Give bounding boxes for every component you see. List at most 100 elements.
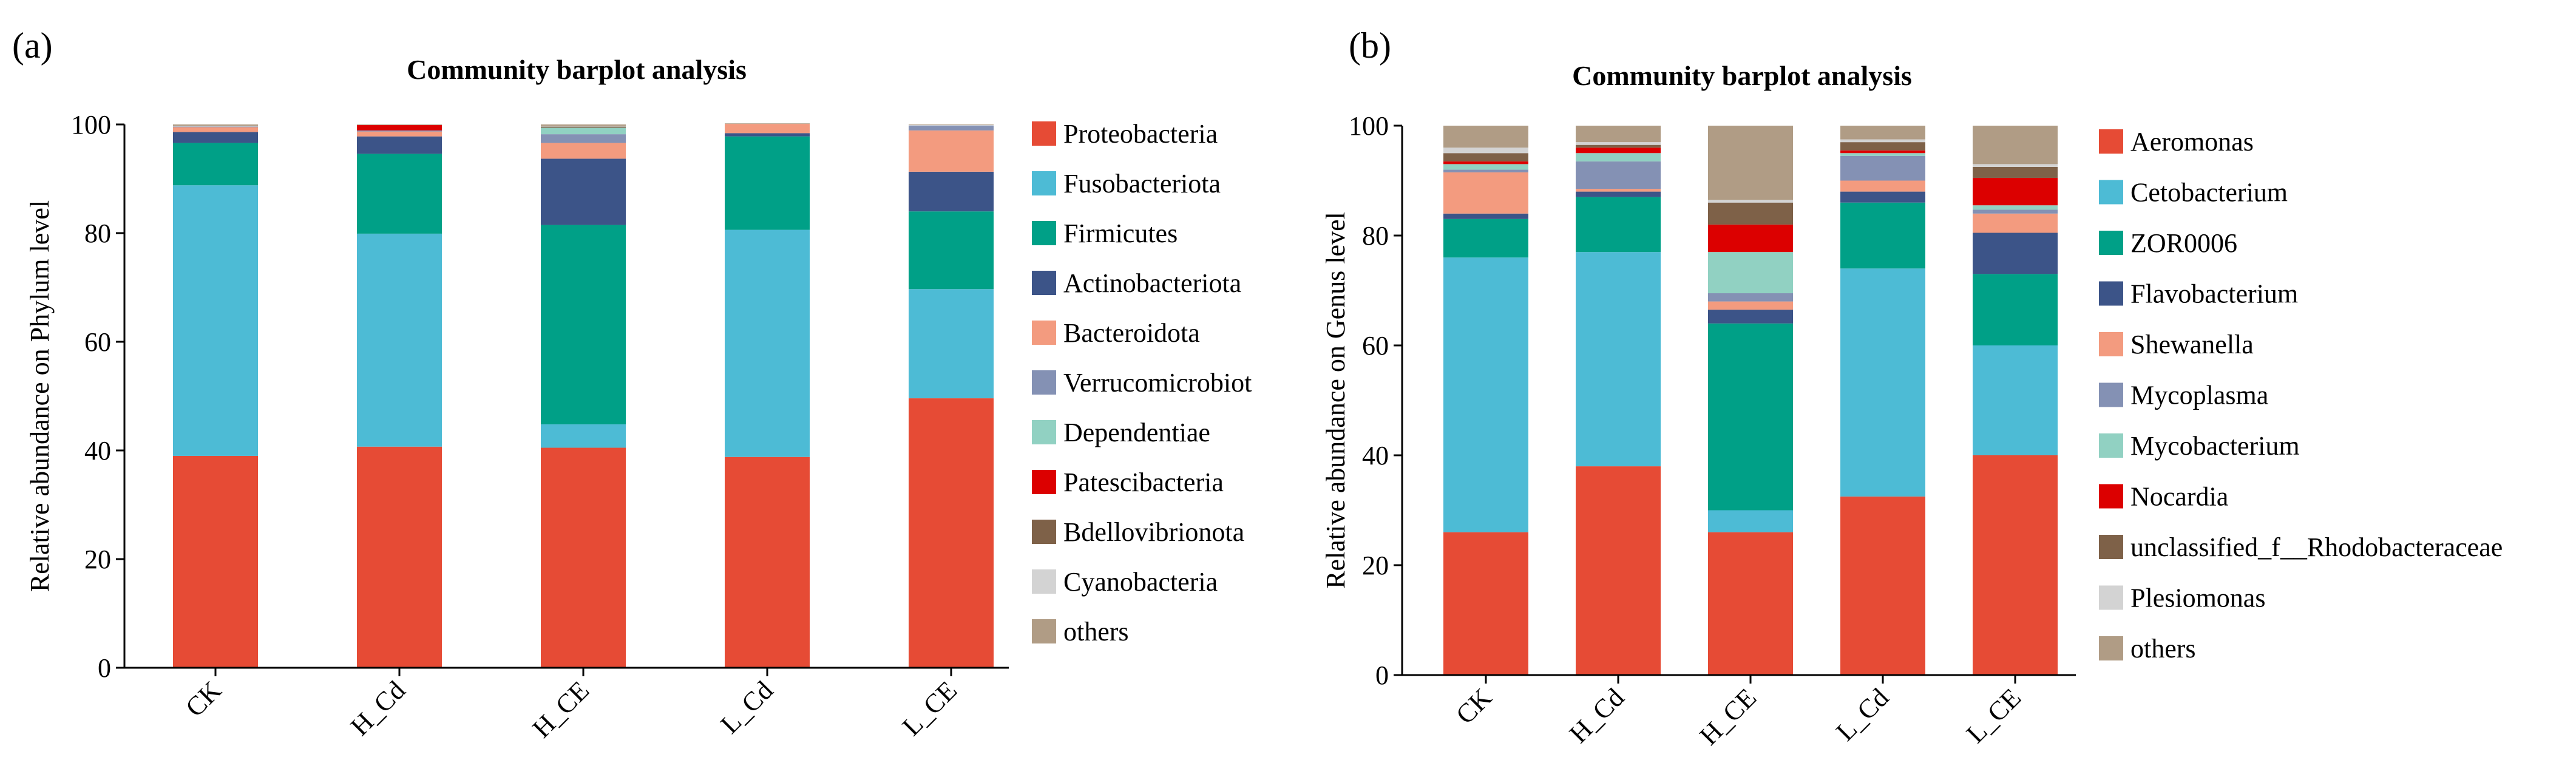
legend-swatch xyxy=(1032,370,1056,395)
bar-segment-H_Cd-Proteobacteria xyxy=(357,446,442,668)
bar-segment-H_CE-Bacteroidota xyxy=(541,143,626,159)
bar-segment-CK-Mycobacterium xyxy=(1443,164,1528,170)
bar-segment-L_Cd-ZOR0006 xyxy=(1840,202,1925,269)
bar-segment-L_CE-Fusobacteriota xyxy=(909,289,994,399)
legend-swatch xyxy=(2099,484,2123,509)
bar-segment-H_Cd-Patescibacteria xyxy=(357,124,442,131)
bar-segment-L_Cd-Plesiomonas xyxy=(1840,139,1925,143)
bar-segment-H_Cd-Bacteroidota xyxy=(357,131,442,137)
y-tick-label: 40 xyxy=(1362,441,1389,470)
bar-segment-H_CE-Proteobacteria xyxy=(541,447,626,668)
legend-label: unclassified_f__Rhodobacteraceae xyxy=(2130,532,2503,562)
bar-segment-L_Cd-Shewanella xyxy=(1840,180,1925,192)
bar-segment-L_Cd-Flavobacterium xyxy=(1840,191,1925,203)
bar-segment-H_Cd-Mycobacterium xyxy=(1576,153,1661,161)
bar-segment-L_Cd-Nocardia xyxy=(1840,150,1925,154)
x-tick-label: L_Cd xyxy=(715,675,779,739)
legend-swatch xyxy=(1032,420,1056,444)
x-tick-label: H_Cd xyxy=(345,675,411,741)
chart-panel-a: (a) Community barplot analysis Relative ab… xyxy=(12,25,1252,744)
y-tick-label: 20 xyxy=(1362,551,1389,580)
chart-title: Community barplot analysis xyxy=(407,54,747,85)
y-axis-label: Relative abundance on Genus level xyxy=(1321,212,1351,589)
y-tick-label: 100 xyxy=(1349,111,1389,141)
legend-label: Plesiomonas xyxy=(2130,583,2265,613)
y-tick-label: 100 xyxy=(71,110,111,140)
bar-segment-H_Cd-Firmicutes xyxy=(357,154,442,234)
bar-segment-L_Cd-Cetobacterium xyxy=(1840,268,1925,497)
legend-label: Shewanella xyxy=(2130,330,2254,359)
bar-segment-CK-Firmicutes xyxy=(173,143,258,186)
y-tick-label: 60 xyxy=(84,327,111,357)
legend-label: Fusobacteriota xyxy=(1063,169,1221,199)
bar-segment-CK-Shewanella xyxy=(1443,172,1528,214)
bar-segment-H_Cd-others xyxy=(1576,126,1661,143)
bar-segment-H_CE-others xyxy=(1708,126,1793,200)
bar-segment-L_Cd-Actinobacteriota xyxy=(725,133,810,137)
x-tick-label: CK xyxy=(180,675,227,722)
legend-swatch xyxy=(1032,221,1056,245)
legend-swatch xyxy=(2099,231,2123,255)
bar-segment-H_CE-Dependentiae xyxy=(541,127,626,135)
bar-segment-L_Cd-Mycoplasma xyxy=(1840,155,1925,181)
bar-segment-L_CE-Actinobacteriota xyxy=(909,171,994,212)
bar-segment-CK-Cetobacterium xyxy=(1443,257,1528,532)
legend-label: Firmicutes xyxy=(1063,219,1178,248)
bar-segment-H_CE-Aeromonas xyxy=(1708,532,1793,675)
bar-segment-CK-Aeromonas xyxy=(1443,532,1528,675)
bar-segment-L_Cd-Bacteroidota xyxy=(725,124,810,134)
bar-segment-H_Cd-Shewanella xyxy=(1576,189,1661,192)
x-tick-label: H_CE xyxy=(527,675,595,743)
bar-segment-H_CE-Flavobacterium xyxy=(1708,310,1793,324)
bar-segment-CK-Flavobacterium xyxy=(1443,213,1528,219)
bar-segment-L_Cd-Firmicutes xyxy=(725,136,810,230)
bar-segment-L_CE-Nocardia xyxy=(1973,177,2058,206)
x-tick-label: H_CE xyxy=(1694,682,1762,750)
legend-swatch xyxy=(1032,121,1056,146)
legend-label: Dependentiae xyxy=(1063,418,1210,447)
bar-segment-H_Cd-Fusobacteriota xyxy=(357,233,442,447)
bar-segment-CK-Cyanobacteria xyxy=(173,126,258,127)
legend-label: Verrucomicrobiot xyxy=(1063,368,1252,398)
bar-segment-H_CE-Bdellovibrionota xyxy=(541,126,626,128)
bar-segment-H_CE-Shewanella xyxy=(1708,301,1793,310)
chart-title: Community barplot analysis xyxy=(1572,60,1912,91)
bar-segment-L_CE-Shewanella xyxy=(1973,213,2058,233)
bar-segment-L_CE-Cetobacterium xyxy=(1973,345,2058,455)
bar-segment-H_CE-Mycoplasma xyxy=(1708,293,1793,302)
bar-segment-L_CE-Mycoplasma xyxy=(1973,209,2058,214)
bar-segment-CK-Nocardia xyxy=(1443,161,1528,165)
bar-segment-H_CE-ZOR0006 xyxy=(1708,323,1793,511)
bar-segment-L_CE-Mycobacterium xyxy=(1973,205,2058,210)
bar-segment-H_Cd-unclassified_f__Rhodobacteraceae xyxy=(1576,144,1661,148)
bar-segment-L_CE-unclassified_f__Rhodobacteraceae xyxy=(1973,166,2058,178)
y-tick-label: 20 xyxy=(84,545,111,574)
legend-label: Mycoplasma xyxy=(2130,381,2268,410)
bar-segment-CK-Proteobacteria xyxy=(173,455,258,668)
y-tick-label: 60 xyxy=(1362,331,1389,361)
legend-label: Bdellovibrionota xyxy=(1063,517,1244,547)
bar-segment-CK-others xyxy=(1443,126,1528,148)
legend-label: ZOR0006 xyxy=(2130,228,2237,258)
bar-segment-CK-unclassified_f__Rhodobacteraceae xyxy=(1443,153,1528,161)
legend-label: Actinobacteriota xyxy=(1063,268,1241,298)
legend-swatch xyxy=(2099,535,2123,559)
legend-label: Cyanobacteria xyxy=(1063,567,1218,597)
bar-segment-H_Cd-Nocardia xyxy=(1576,148,1661,154)
legend-swatch xyxy=(1032,470,1056,494)
bar-segment-L_Cd-Mycobacterium xyxy=(1840,153,1925,156)
legend-swatch xyxy=(2099,382,2123,407)
legend-label: Mycobacterium xyxy=(2130,431,2300,461)
legend-swatch xyxy=(2099,129,2123,154)
legend-swatch xyxy=(2099,585,2123,610)
bar-segment-L_Cd-others xyxy=(725,123,810,124)
bar-segment-H_Cd-Verrucomicrobiot xyxy=(357,130,442,132)
x-tick-label: CK xyxy=(1450,682,1497,730)
bar-segment-H_Cd-Actinobacteriota xyxy=(357,136,442,154)
bar-segment-L_Cd-Fusobacteriota xyxy=(725,229,810,457)
panel-label: (b) xyxy=(1349,25,1391,66)
bar-segment-H_CE-Firmicutes xyxy=(541,225,626,425)
chart-panel-b: (b) Community barplot analysis Relative ab… xyxy=(1321,25,2503,751)
bar-segment-L_Cd-unclassified_f__Rhodobacteraceae xyxy=(1840,142,1925,151)
